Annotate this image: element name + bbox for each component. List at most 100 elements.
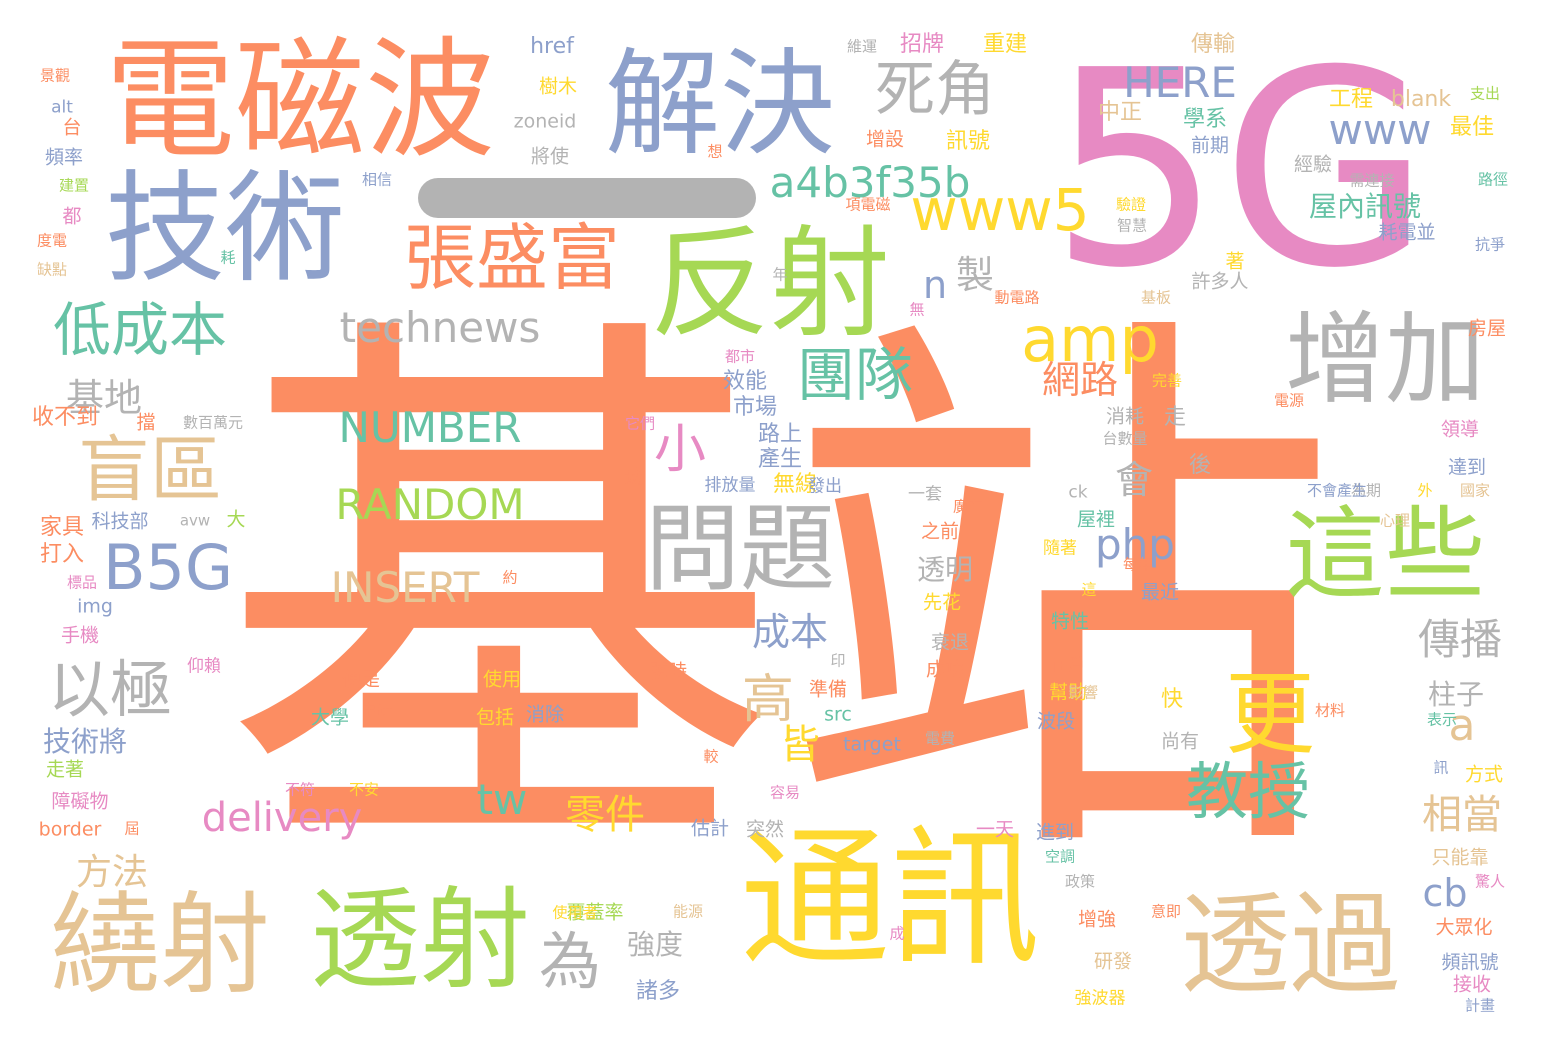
cloud-word: 幫助	[1048, 681, 1088, 704]
cloud-word: 包括	[475, 706, 515, 729]
cloud-word: tw	[476, 775, 528, 824]
cloud-word: 驚人	[1474, 872, 1506, 891]
cloud-word: 達到	[1447, 456, 1487, 479]
cloud-word: 死角	[875, 55, 995, 125]
cloud-word: 無	[909, 300, 925, 319]
cloud-word: 招牌	[899, 32, 945, 57]
cloud-word: 屋內訊號	[1308, 190, 1422, 223]
cloud-word: 無線	[772, 472, 818, 497]
cloud-word: 基地	[65, 376, 143, 420]
cloud-word: 後	[1188, 453, 1212, 478]
cloud-word: 波段	[1036, 710, 1076, 733]
cloud-word: a4b3f35b	[769, 158, 971, 207]
cloud-word: 遮	[624, 466, 644, 489]
cloud-word: 政策	[1064, 872, 1096, 891]
cloud-word: 特性	[1050, 610, 1090, 633]
cloud-word: 數百萬元	[182, 413, 244, 432]
cloud-word: 相當	[1422, 792, 1502, 838]
cloud-word: 著	[1225, 250, 1245, 273]
cloud-word: delivery	[201, 795, 363, 841]
cloud-word: avw	[179, 511, 211, 530]
cloud-word: 諸多	[635, 979, 681, 1004]
cloud-word: a	[1448, 700, 1476, 751]
cloud-word: www5	[910, 176, 1090, 244]
cloud-word: 經驗	[1293, 153, 1333, 176]
cloud-word: 電費	[924, 729, 956, 748]
cloud-word: 解決	[604, 37, 836, 172]
cloud-word: 電源	[1273, 391, 1305, 410]
cloud-word: 智慧	[1116, 216, 1148, 235]
cloud-word: 耗電並	[1378, 221, 1436, 244]
cloud-word: 繞射	[50, 881, 270, 1009]
cloud-word: 缺點	[36, 260, 68, 279]
cloud-word: 成	[889, 924, 905, 943]
cloud-word: 家具	[39, 515, 85, 540]
cloud-word: 打入	[39, 542, 85, 567]
cloud-word: 電磁波	[104, 24, 496, 176]
cloud-word: 手機	[60, 624, 100, 647]
cloud-word: 走著	[45, 758, 85, 781]
cloud-word: 能源	[672, 902, 704, 921]
cloud-word: 教授	[1185, 755, 1311, 828]
cloud-word: 最近	[1140, 581, 1180, 604]
cloud-word: 完善	[1151, 371, 1183, 390]
cloud-word: 材料	[1314, 701, 1346, 720]
cloud-word: 尚有	[1160, 730, 1200, 753]
cloud-word: 計畫	[1464, 996, 1496, 1015]
cloud-word: 強波器	[1074, 988, 1126, 1009]
cloud-word: 使用	[482, 668, 522, 691]
cloud-word: 研發	[1093, 950, 1133, 973]
cloud-word: 台	[62, 116, 82, 139]
cloud-word: 約	[502, 568, 518, 587]
cloud-word: 許多人	[1191, 270, 1249, 293]
cloud-word: 大	[226, 508, 246, 531]
cloud-word: 柱子	[1427, 678, 1485, 711]
cloud-word: 一天	[975, 818, 1015, 841]
cloud-word: technews	[339, 303, 541, 352]
cloud-word: 高	[741, 670, 795, 730]
cloud-word: 排放量	[704, 475, 756, 496]
cloud-word: 隨著	[1043, 538, 1077, 559]
cloud-word: 景觀	[39, 66, 71, 85]
cloud-word: 相信	[361, 170, 393, 189]
cloud-word: 驗證	[1115, 195, 1147, 214]
cloud-word: 低成本	[52, 296, 228, 364]
cloud-word: 消耗	[1105, 405, 1145, 428]
cloud-word: 不會產生	[1306, 481, 1368, 500]
cloud-word: 項電磁	[845, 195, 891, 214]
cloud-word: img	[77, 595, 113, 618]
cloud-word: INSERT	[330, 563, 480, 612]
cloud-word: 會	[1114, 458, 1154, 502]
cloud-word: 空調	[1044, 847, 1076, 866]
cloud-word: 將使	[530, 145, 570, 168]
cloud-word: 頻率	[44, 146, 84, 169]
cloud-word: 一	[540, 142, 630, 247]
cloud-word: 產生	[757, 447, 803, 472]
cloud-word: src	[824, 703, 852, 726]
cloud-word: 較	[703, 747, 719, 766]
cloud-word: 動電路	[994, 288, 1040, 307]
cloud-word: 增設	[865, 128, 905, 151]
cloud-word: 重建	[982, 32, 1028, 57]
cloud-word: 工程	[1328, 87, 1374, 112]
cloud-word: 號時	[648, 660, 688, 683]
cloud-word: 反射	[650, 215, 890, 354]
cloud-word: zoneid	[513, 110, 577, 133]
cloud-word: 盲區	[77, 428, 223, 512]
cloud-word: 接收	[1452, 973, 1492, 996]
cloud-word: 外	[1417, 481, 1433, 500]
cloud-word: 進到	[1035, 821, 1075, 844]
cloud-word: 年	[772, 265, 788, 284]
cloud-word: 台數量	[1102, 429, 1148, 448]
cloud-word: 便是	[341, 668, 381, 691]
cloud-word: 網路	[1041, 358, 1119, 402]
cloud-word: 頻訊號	[1441, 951, 1499, 974]
cloud-word: 準備	[808, 678, 848, 701]
cloud-word: 房屋	[1467, 317, 1507, 340]
cloud-word: 小	[653, 420, 707, 480]
cloud-word: 住戶	[1051, 655, 1085, 676]
cloud-word: 標品	[66, 573, 98, 592]
cloud-word: NUMBER	[338, 403, 522, 452]
cloud-word: 增加	[1285, 301, 1485, 418]
